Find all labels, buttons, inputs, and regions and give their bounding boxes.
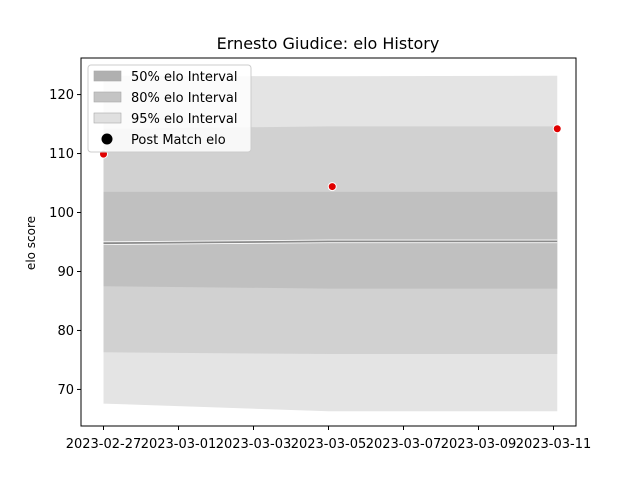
x-tick-label: 2023-02-27 — [66, 437, 142, 452]
x-tick-label: 2023-03-03 — [216, 437, 292, 452]
y-tick-label: 110 — [49, 147, 74, 162]
x-tick-label: 2023-03-09 — [441, 437, 517, 452]
y-tick-label: 70 — [57, 383, 74, 398]
y-tick-label: 100 — [49, 206, 74, 221]
post-match-point — [327, 182, 337, 192]
legend-swatch — [93, 91, 122, 103]
legend-label: 50% elo Interval — [131, 70, 238, 85]
post-match-point — [552, 124, 562, 134]
y-tick-label: 120 — [49, 88, 74, 103]
x-tick-label: 2023-03-05 — [291, 437, 367, 452]
mean-elo-line — [103, 239, 558, 245]
chart-title: Ernesto Giudice: elo History — [217, 34, 440, 53]
y-tick-label: 90 — [57, 265, 74, 280]
post-match-points — [99, 124, 562, 192]
x-tick-label: 2023-03-01 — [141, 437, 217, 452]
legend-swatch — [93, 70, 122, 82]
y-axis-label: elo score — [24, 216, 38, 270]
legend-label: Post Match elo — [131, 133, 226, 148]
x-tick-label: 2023-03-11 — [516, 437, 592, 452]
legend-swatch — [93, 112, 122, 124]
legend-marker — [101, 133, 113, 145]
y-tick-label: 80 — [57, 324, 74, 339]
legend-label: 95% elo Interval — [131, 112, 238, 127]
legend: 50% elo Interval 80% elo Interval 95% elo … — [87, 64, 252, 153]
legend-label: 80% elo Interval — [131, 91, 238, 106]
mean-line — [103, 240, 558, 245]
legend-box — [87, 64, 252, 153]
x-tick-label: 2023-03-07 — [366, 437, 442, 452]
